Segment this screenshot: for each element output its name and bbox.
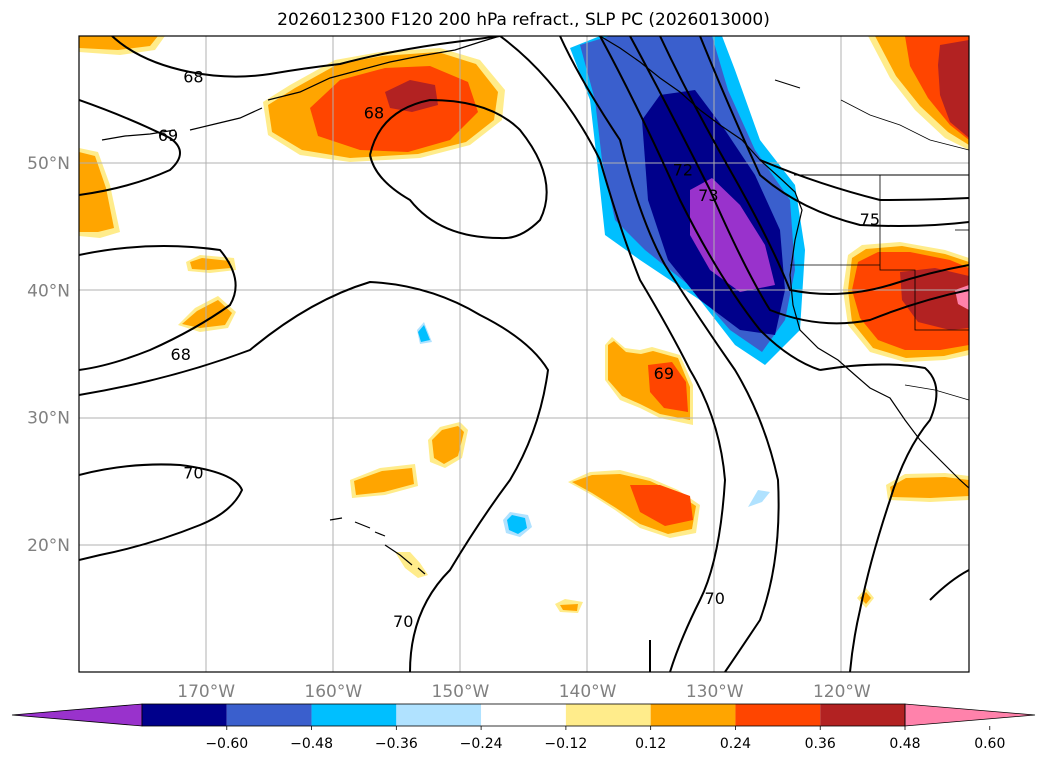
colorbar-extend-max	[904, 703, 1036, 727]
contour-label: 72	[673, 161, 693, 180]
colorbar-segment	[565, 704, 651, 726]
colorbar: −0.60 −0.48 −0.36 −0.24 −0.12 0.12 0.24 0.36 0.4…	[11, 703, 1036, 752]
contour-label: 68	[364, 103, 384, 122]
contour-label: 73	[698, 186, 718, 205]
contour-label: 69	[158, 126, 178, 145]
slp-contours	[79, 36, 969, 672]
lon-tick-label: 120°W	[813, 682, 871, 702]
lon-tick-label: 150°W	[432, 682, 490, 702]
colorbar-tick-label: 0.24	[720, 736, 751, 752]
lat-tick-label: 30°N	[27, 409, 70, 429]
latitude-tick-labels: 50°N 40°N 30°N 20°N	[27, 154, 70, 556]
colorbar-segment	[820, 704, 905, 726]
colorbar-extend-min	[11, 703, 143, 727]
lat-tick-label: 20°N	[27, 536, 70, 556]
colorbar-outline	[141, 703, 906, 727]
colorbar-tick-label: 0.48	[889, 736, 920, 752]
contour-labels: 68 69 68 68 70 70 72 73 75 69 70	[158, 68, 880, 631]
gridlines	[79, 36, 969, 672]
colorbar-tick-label: −0.60	[205, 736, 248, 752]
contour-label: 75	[860, 210, 880, 229]
colorbar-tick-label: 0.36	[805, 736, 836, 752]
colorbar-tick-label: −0.12	[544, 736, 587, 752]
map-plot-area: 68 69 68 68 70 70 72 73 75 69 70	[79, 36, 969, 672]
map-frame	[78, 35, 970, 673]
colorbar-segment	[311, 704, 397, 726]
colorbar-segment	[142, 704, 227, 726]
contour-label: 70	[705, 589, 725, 608]
contour-label: 70	[393, 612, 413, 631]
colorbar-tick-label: −0.48	[290, 736, 333, 752]
lon-tick-label: 140°W	[559, 682, 617, 702]
lat-tick-label: 40°N	[27, 281, 70, 301]
contour-label: 68	[183, 68, 203, 87]
contour-label: 69	[654, 364, 674, 383]
colorbar-segment	[226, 704, 312, 726]
colorbar-tick-label: 0.60	[974, 736, 1005, 752]
longitude-tick-labels: 170°W 160°W 150°W 140°W 130°W 120°W	[177, 682, 871, 702]
contour-label: 68	[171, 345, 191, 364]
map-title: 2026012300 F120 200 hPa refract., SLP PC…	[277, 10, 770, 30]
contour-label: 70	[183, 463, 203, 482]
positive-anomaly-blobs	[79, 36, 969, 613]
coastlines	[101, 36, 969, 575]
lon-tick-label: 160°W	[304, 682, 362, 702]
lon-tick-label: 170°W	[177, 682, 235, 702]
lat-tick-label: 50°N	[27, 154, 70, 174]
colorbar-tick-label: −0.36	[375, 736, 418, 752]
colorbar-segment	[735, 704, 821, 726]
colorbar-segment	[481, 704, 566, 726]
colorbar-segment	[650, 704, 736, 726]
lon-tick-label: 130°W	[686, 682, 744, 702]
colorbar-segment	[396, 704, 482, 726]
colorbar-tick-label: 0.12	[635, 736, 666, 752]
colorbar-tick-label: −0.24	[460, 736, 503, 752]
